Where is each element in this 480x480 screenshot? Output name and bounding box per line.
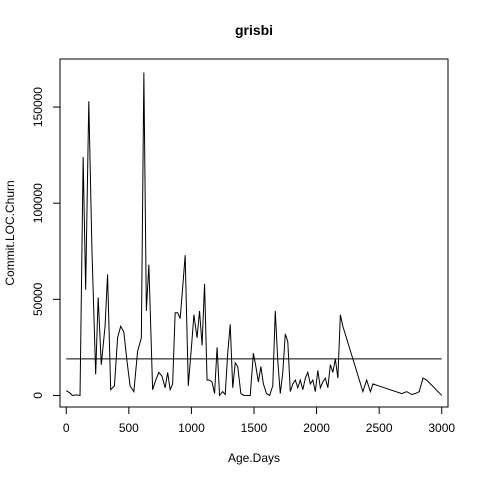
x-axis: 0 500 1000 1500 2000 2500 3000 [63, 406, 455, 435]
x-tick-label: 0 [63, 421, 70, 435]
y-axis: 0 50000 100000 150000 [31, 87, 61, 399]
chart-title: grisbi [235, 22, 273, 38]
x-tick-label: 3000 [428, 421, 455, 435]
x-tick-label: 500 [119, 421, 139, 435]
series-line-0 [65, 72, 443, 397]
x-tick-label: 2500 [366, 421, 393, 435]
y-tick-label: 50000 [31, 282, 45, 316]
x-tick-label: 2000 [303, 421, 330, 435]
x-tick-label: 1000 [178, 421, 205, 435]
y-tick-label: 100000 [31, 183, 45, 223]
y-tick-label: 150000 [31, 87, 45, 127]
x-axis-label: Age.Days [228, 451, 280, 465]
x-tick-label: 1500 [241, 421, 268, 435]
y-axis-label: Commit.LOC.Churn [3, 180, 17, 285]
y-tick-label: 0 [31, 392, 45, 399]
plot-area [65, 72, 443, 397]
